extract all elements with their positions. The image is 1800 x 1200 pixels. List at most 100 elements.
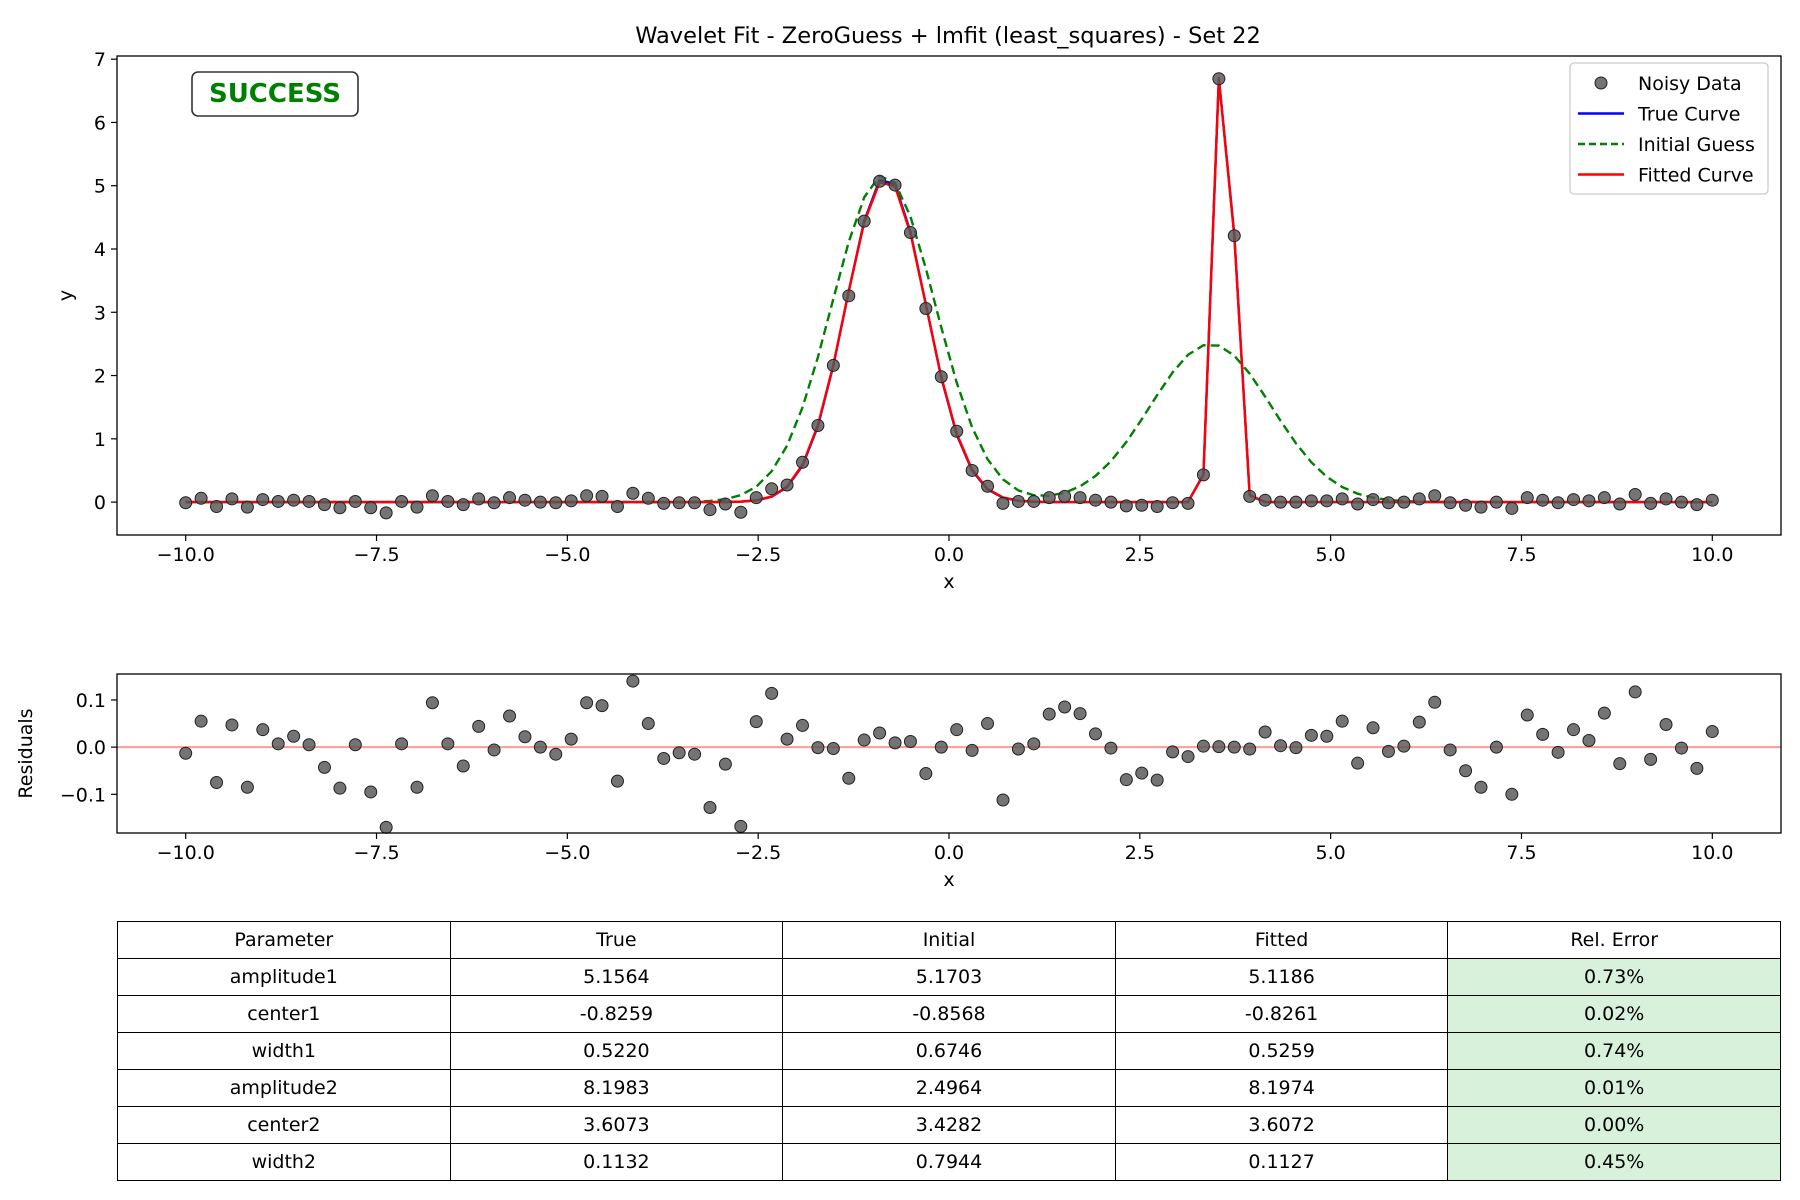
table-row: center1 -0.8259 -0.8568 -0.8261 0.02% xyxy=(117,995,1781,1033)
data-point xyxy=(1166,496,1180,510)
table-header-cell: Fitted xyxy=(1114,921,1449,959)
data-point xyxy=(410,500,424,514)
data-point xyxy=(1443,496,1457,510)
main-y-tick-label: 5 xyxy=(94,176,106,198)
success-badge-box xyxy=(191,71,359,117)
data-point xyxy=(210,500,224,514)
main-y-tick-label: 2 xyxy=(94,366,106,388)
data-point xyxy=(734,505,748,519)
legend-label: Initial Guess xyxy=(1638,134,1755,156)
data-point xyxy=(888,178,902,192)
main-y-tick-label: 3 xyxy=(94,302,106,324)
table-cell-parameter: amplitude1 xyxy=(117,958,451,996)
data-point xyxy=(1397,495,1411,509)
data-point xyxy=(1320,494,1334,508)
table-cell-true: 5.1564 xyxy=(449,958,784,996)
residual-x-tick-label: 10.0 xyxy=(1691,842,1733,864)
main-y-axis-label: y xyxy=(55,290,77,301)
main-frame xyxy=(116,55,1782,536)
residual-point xyxy=(1674,741,1688,755)
table-cell-parameter: center2 xyxy=(117,1106,451,1144)
residual-point xyxy=(996,793,1010,807)
residual-point xyxy=(1613,757,1627,771)
table-cell-fitted: 5.1186 xyxy=(1114,958,1449,996)
residual-point xyxy=(1027,737,1041,751)
main-plot-area xyxy=(179,72,1719,520)
data-point xyxy=(1705,493,1719,507)
figure-title: Wavelet Fit - ZeroGuess + lmfit (least_s… xyxy=(635,23,1261,49)
data-point xyxy=(487,496,501,510)
data-point xyxy=(703,503,717,517)
main-y-tick-label: 6 xyxy=(94,112,106,134)
data-point xyxy=(456,498,470,512)
table-cell-true: 0.5220 xyxy=(449,1032,784,1070)
residual-point xyxy=(919,767,933,781)
residual-point xyxy=(610,774,624,788)
table-row: width1 0.5220 0.6746 0.5259 0.74% xyxy=(117,1032,1781,1070)
table-row: center2 3.6073 3.4282 3.6072 0.00% xyxy=(117,1106,1781,1144)
table-cell-parameter: amplitude2 xyxy=(117,1069,451,1107)
data-point xyxy=(826,358,840,372)
residual-point xyxy=(1304,728,1318,742)
main-x-tick-label: −5.0 xyxy=(544,544,590,566)
residual-point xyxy=(811,741,825,755)
residual-point xyxy=(1520,708,1534,722)
data-point xyxy=(1474,500,1488,514)
residual-point xyxy=(379,820,393,834)
residual-point xyxy=(1551,745,1565,759)
data-point xyxy=(1088,493,1102,507)
data-point xyxy=(379,506,393,520)
parameter-table-header-row: Parameter True Initial Fitted Rel. Error xyxy=(117,921,1781,959)
data-point xyxy=(1536,493,1550,507)
table-cell-rel-error: 0.01% xyxy=(1447,1069,1781,1107)
data-point xyxy=(811,419,825,433)
residual-point xyxy=(1058,700,1072,714)
data-point xyxy=(302,494,316,508)
table-cell-true: 3.6073 xyxy=(449,1106,784,1144)
residual-point xyxy=(1659,717,1673,731)
data-point xyxy=(225,492,239,506)
table-cell-rel-error: 0.00% xyxy=(1447,1106,1781,1144)
residual-point xyxy=(1536,727,1550,741)
residual-point xyxy=(287,729,301,743)
data-point xyxy=(796,455,810,469)
data-point xyxy=(610,500,624,514)
residual-point xyxy=(657,751,671,765)
data-point xyxy=(919,301,933,315)
data-point xyxy=(1428,489,1442,503)
data-point xyxy=(533,495,547,509)
main-y-tick-label: 7 xyxy=(94,49,106,71)
data-point xyxy=(672,496,686,510)
table-cell-initial: 5.1703 xyxy=(782,958,1116,996)
residual-point xyxy=(256,723,270,737)
residual-point xyxy=(194,714,208,728)
residual-x-tick-label: −7.5 xyxy=(353,842,399,864)
residual-point xyxy=(1397,739,1411,753)
residual-point xyxy=(765,686,779,700)
table-cell-parameter: width1 xyxy=(117,1032,451,1070)
table-cell-initial: 2.4964 xyxy=(782,1069,1116,1107)
legend-label: True Curve xyxy=(1637,104,1740,126)
residual-point xyxy=(1042,707,1056,721)
data-point xyxy=(1304,494,1318,508)
table-header-cell: True xyxy=(449,921,784,959)
residual-point xyxy=(533,740,547,754)
data-point xyxy=(580,489,594,503)
residual-point xyxy=(240,780,254,794)
table-cell-parameter: width2 xyxy=(117,1143,451,1181)
data-point xyxy=(1551,496,1565,510)
data-point xyxy=(1212,72,1226,86)
data-point xyxy=(965,463,979,477)
residual-point xyxy=(1227,740,1241,754)
residual-point xyxy=(1366,721,1380,735)
main-x-tick-label: 0.0 xyxy=(934,544,964,566)
residual-point xyxy=(441,737,455,751)
data-point xyxy=(1011,494,1025,508)
table-header-cell: Parameter xyxy=(117,921,451,959)
data-point xyxy=(333,501,347,515)
residual-point xyxy=(348,738,362,752)
table-cell-rel-error: 0.74% xyxy=(1447,1032,1781,1070)
main-x-tick-label: −2.5 xyxy=(735,544,781,566)
data-point xyxy=(441,494,455,508)
residual-point xyxy=(873,726,887,740)
